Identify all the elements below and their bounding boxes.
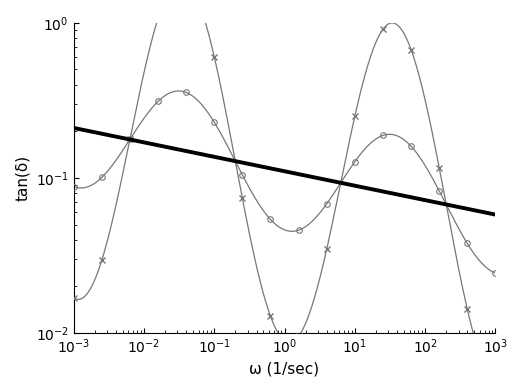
X-axis label: ω (1/sec): ω (1/sec) [249, 362, 320, 377]
Y-axis label: tan(δ): tan(δ) [15, 155, 30, 201]
